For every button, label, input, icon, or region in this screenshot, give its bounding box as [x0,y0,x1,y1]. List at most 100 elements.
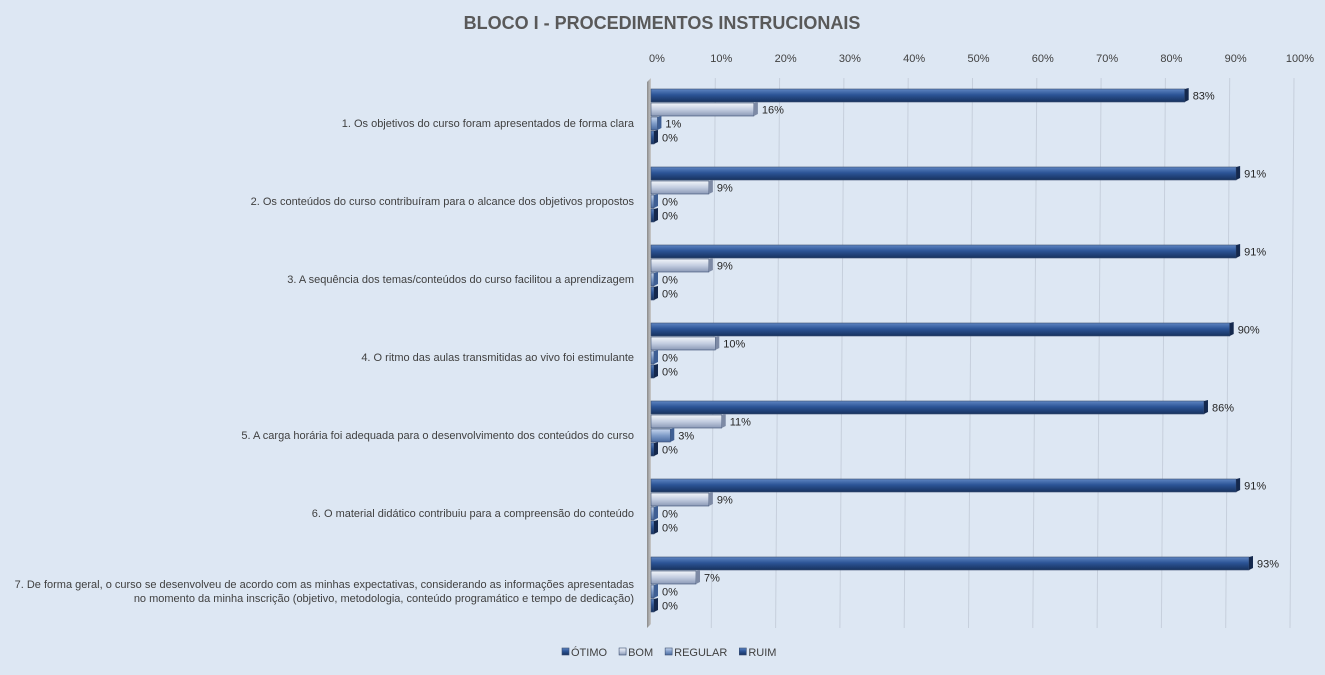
bar [650,570,701,585]
category-label: 4. O ritmo das aulas transmitidas ao viv… [361,352,634,364]
data-label: 0% [662,275,678,287]
data-label: 0% [662,523,678,535]
bar [650,272,658,287]
data-label: 0% [662,197,678,209]
data-label: 93% [1257,559,1279,571]
data-label: 9% [717,495,733,507]
data-label: 0% [662,133,678,145]
x-axis: 0% 10% 20% 30% 40% 50% 60% 70% 80% 90% 100% [649,53,1314,65]
x-tick-label: 60% [1032,53,1054,65]
x-tick-label: 90% [1225,53,1247,65]
legend-swatch [618,647,627,656]
data-label: 16% [762,105,784,117]
bar [650,194,658,209]
x-tick-label: 10% [710,53,732,65]
data-label: 0% [662,509,678,521]
data-label: 0% [662,587,678,599]
bar [650,478,1241,493]
bar [650,244,1241,259]
x-tick-label: 20% [775,53,797,65]
x-tick-label: 70% [1096,53,1118,65]
legend-item: REGULAR [664,647,727,659]
category-label: 1. Os objetivos do curso foram apresenta… [342,118,635,130]
bar [650,520,658,535]
bar [650,492,713,507]
data-label: 0% [662,445,678,457]
bar [650,506,658,521]
bars: 83% 91% 91% 90% 86% 91% 93% 16% 9% 9% 10% 11% 9% 7% 1%… [650,88,1279,613]
x-tick-label: 40% [903,53,925,65]
data-label: 0% [662,289,678,301]
data-label: 1% [665,119,681,131]
bar [650,442,658,457]
x-tick-label: 30% [839,53,861,65]
bar [650,208,658,223]
gridline [1289,77,1295,629]
data-label: 7% [704,573,720,585]
data-label: 91% [1244,247,1266,259]
legend-label: RUIM [748,647,776,659]
category-label: 5. A carga horária foi adequada para o d… [241,430,634,442]
legend-swatch [561,647,570,656]
legend: ÓTIMO BOM REGULAR RUIM [561,646,776,659]
legend-item: RUIM [739,647,776,659]
bar [650,414,726,429]
bar [650,428,675,443]
data-label: 90% [1238,325,1260,337]
gridline [1032,77,1038,629]
category-labels: 1. Os objetivos do curso foram apresenta… [15,118,635,605]
data-label: 9% [717,261,733,273]
bar [650,116,662,131]
gridline [968,77,973,629]
legend-label: REGULAR [674,647,727,659]
data-label: 83% [1193,91,1215,103]
bar [650,350,658,365]
data-label: 91% [1244,169,1266,181]
bar [650,584,658,599]
data-label: 3% [678,431,694,443]
bar [650,364,658,379]
category-label: no momento da minha inscrição (objetivo,… [134,593,634,605]
data-label: 91% [1244,481,1266,493]
data-label: 0% [662,367,678,379]
x-tick-label: 50% [967,53,989,65]
bar [650,130,658,145]
data-label: 11% [730,417,751,429]
data-label: 0% [662,601,678,613]
legend-label: BOM [628,647,653,659]
gridline [903,77,909,629]
bar [650,336,720,351]
legend-label: ÓTIMO [571,646,607,659]
legend-swatch [664,647,673,656]
data-label: 0% [662,353,678,365]
category-label: 3. A sequência dos temas/conteúdos do cu… [287,274,634,286]
gridline [1096,77,1102,629]
category-label: 6. O material didático contribuiu para a… [312,508,634,520]
gridline [839,77,845,629]
bar [650,180,713,195]
bar [650,286,658,301]
bar [650,166,1241,181]
data-label: 10% [723,339,745,351]
bar [650,322,1234,337]
data-label: 0% [662,211,678,223]
bar [650,556,1253,571]
legend-item: BOM [618,647,653,659]
bar [650,88,1189,103]
gridline [1160,77,1166,629]
gridline [1225,77,1231,629]
category-label: 2. Os conteúdos do curso contribuíram pa… [251,196,635,208]
gridline [775,77,781,629]
data-label: 86% [1212,403,1234,415]
bar [650,102,758,117]
gridline [710,77,716,629]
legend-item: ÓTIMO [561,646,607,659]
category-label: 7. De forma geral, o curso se desenvolve… [15,579,635,591]
x-tick-label: 100% [1286,53,1314,65]
gridlines [647,77,1295,629]
bar [650,400,1208,415]
bar [650,258,713,273]
chart-title: BLOCO I - PROCEDIMENTOS INSTRUCIONAIS [464,13,861,33]
x-tick-label: 80% [1160,53,1182,65]
